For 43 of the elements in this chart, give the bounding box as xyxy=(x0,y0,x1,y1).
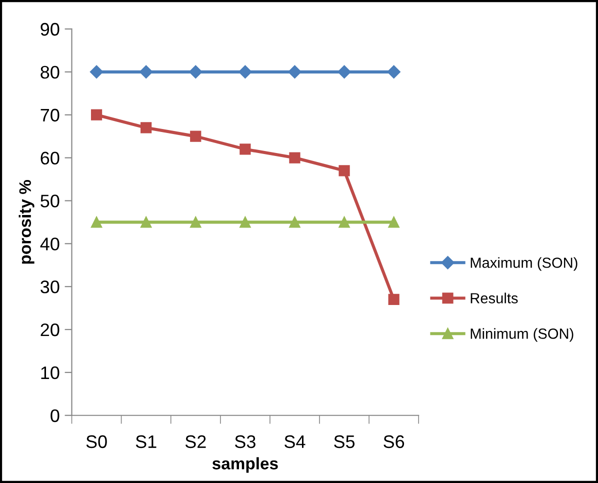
legend-label: Results xyxy=(470,292,518,304)
y-tick-label: 50 xyxy=(40,194,60,208)
point xyxy=(90,216,102,228)
legend-label: Minimum (SON) xyxy=(470,328,574,342)
x-axis-title: samples xyxy=(212,457,278,473)
point xyxy=(238,65,252,78)
x-tick-label: S0 xyxy=(86,435,107,448)
point xyxy=(190,216,202,228)
point xyxy=(338,65,351,78)
x-tick-label: S3 xyxy=(234,435,256,448)
point xyxy=(338,165,350,176)
y-tick-label: 90 xyxy=(40,22,60,36)
legend-label: Maximum (SON) xyxy=(470,257,578,271)
y-tick-label: 10 xyxy=(41,366,60,380)
point xyxy=(289,216,300,228)
point xyxy=(240,216,251,228)
point xyxy=(140,122,152,134)
y-tick-label: 40 xyxy=(40,238,60,250)
x-tick-label: S1 xyxy=(136,435,156,448)
y-tick-label: 80 xyxy=(40,66,60,79)
y-tick-label: 70 xyxy=(40,108,60,122)
point xyxy=(338,216,350,228)
x-tick-label: S2 xyxy=(185,435,206,448)
point xyxy=(240,144,251,155)
y-tick-label: 20 xyxy=(40,323,60,336)
point xyxy=(387,65,400,78)
point xyxy=(190,130,202,142)
y-tick-label: 30 xyxy=(40,280,60,294)
x-tick-label: S4 xyxy=(284,435,306,448)
point xyxy=(139,65,153,78)
x-tick-label: S5 xyxy=(334,435,355,448)
x-tick-label: S6 xyxy=(384,435,404,448)
y-tick-label: 60 xyxy=(40,152,60,164)
point xyxy=(288,65,302,78)
point xyxy=(90,109,102,120)
point xyxy=(189,65,202,78)
point xyxy=(289,152,300,164)
y-tick-label: 0 xyxy=(50,409,60,422)
point xyxy=(388,216,400,228)
point xyxy=(90,65,104,78)
y-axis-title: porosity % xyxy=(18,180,34,264)
point xyxy=(388,294,400,306)
point xyxy=(140,216,152,228)
